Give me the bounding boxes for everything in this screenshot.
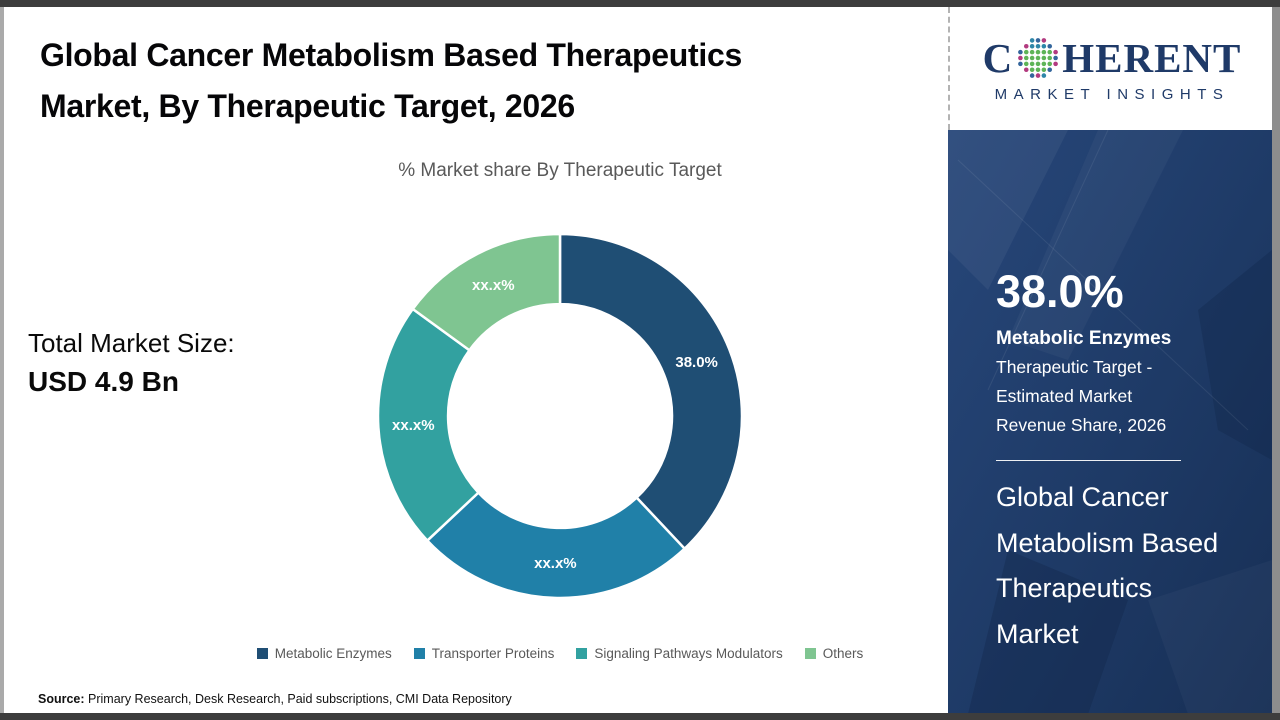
brand-wordmark: C HERENT xyxy=(983,34,1242,82)
world-map-texture xyxy=(948,130,1272,714)
total-market-size-value: USD 4.9 Bn xyxy=(28,366,179,397)
globe-dot xyxy=(1047,55,1053,61)
globe-dot xyxy=(1035,49,1041,55)
legend-item-metabolic-enzymes: Metabolic Enzymes xyxy=(256,646,392,661)
legend-item-others: Others xyxy=(804,646,864,661)
legend-swatch-icon xyxy=(413,648,425,659)
sidebar-stat-value: 38.0% xyxy=(996,266,1124,317)
globe-dot xyxy=(1041,38,1047,43)
globe-dot xyxy=(1041,43,1047,49)
brand-suffix: HERENT xyxy=(1062,35,1242,81)
donut-chart: 38.0% xx.x% xx.x% xx.x% xyxy=(376,232,744,600)
globe-dot xyxy=(1035,55,1041,61)
globe-dot xyxy=(1030,61,1035,67)
globe-dot xyxy=(1030,38,1035,43)
globe-dot xyxy=(1030,73,1035,78)
sidebar-divider xyxy=(996,460,1181,461)
donut-slice-label: xx.x% xyxy=(472,277,515,294)
donut-slice-label: xx.x% xyxy=(392,417,435,434)
donut-slice-others xyxy=(411,232,562,352)
page-title-line1: Global Cancer Metabolism Based Therapeut… xyxy=(40,37,742,73)
sidebar-stat-description: Therapeutic Target - Estimated Market Re… xyxy=(996,357,1167,435)
globe-dot xyxy=(1024,49,1029,55)
sidebar-stat-name: Metabolic Enzymes xyxy=(996,328,1172,349)
total-market-size-label: Total Market Size: xyxy=(28,328,235,358)
brand-tagline: MARKET INSIGHTS xyxy=(994,86,1230,103)
globe-dot xyxy=(1030,49,1035,55)
legend-label: Metabolic Enzymes xyxy=(274,646,392,661)
sidebar-content: 38.0% Metabolic Enzymes Therapeutic Targ… xyxy=(948,130,1272,657)
globe-dot xyxy=(1024,61,1029,67)
legend-swatch-icon xyxy=(256,648,268,659)
globe-dot xyxy=(1053,55,1059,61)
globe-dot xyxy=(1041,67,1047,73)
legend-label: Transporter Proteins xyxy=(431,646,555,661)
globe-dot xyxy=(1018,61,1023,67)
brand-prefix: C xyxy=(982,35,1014,81)
globe-dot xyxy=(1030,55,1035,61)
page-title: Global Cancer Metabolism Based Therapeut… xyxy=(40,30,920,132)
globe-dot xyxy=(1041,55,1047,61)
globe-dot xyxy=(1053,49,1059,55)
highlight-sidebar: 38.0% Metabolic Enzymes Therapeutic Targ… xyxy=(948,130,1272,714)
legend-item-transporter-proteins: Transporter Proteins xyxy=(413,646,555,661)
coherent-globe-icon xyxy=(1018,38,1059,78)
globe-dot xyxy=(1041,61,1047,67)
chart-legend: Metabolic Enzymes Transporter Proteins Sig… xyxy=(170,646,950,661)
globe-dot xyxy=(1024,43,1029,49)
donut-slice-metabolic-enzymes xyxy=(558,232,744,551)
globe-dot xyxy=(1041,73,1047,78)
sidebar-market-title: Global Cancer Metabolism Based Therapeut… xyxy=(996,482,1219,649)
donut-slice-transporter-proteins xyxy=(425,490,687,600)
globe-dot xyxy=(1047,67,1053,73)
frame-left-strip xyxy=(0,0,4,720)
legend-item-signaling-pathways-modulators: Signaling Pathways Modulators xyxy=(576,646,783,661)
source-label: Source: xyxy=(38,692,85,706)
globe-dot xyxy=(1035,61,1041,67)
total-market-size: Total Market Size: USD 4.9 Bn xyxy=(28,324,235,402)
legend-label: Others xyxy=(822,646,864,661)
globe-dot xyxy=(1018,55,1023,61)
globe-dot xyxy=(1047,49,1053,55)
legend-label: Signaling Pathways Modulators xyxy=(594,646,783,661)
legend-swatch-icon xyxy=(576,648,588,659)
globe-dot xyxy=(1053,61,1059,67)
globe-dot xyxy=(1047,43,1053,49)
globe-dot xyxy=(1035,67,1041,73)
globe-dot xyxy=(1035,73,1041,78)
page-title-line2: Market, By Therapeutic Target, 2026 xyxy=(40,88,575,124)
globe-dot xyxy=(1024,67,1029,73)
source-line: Source: Primary Research, Desk Research,… xyxy=(38,692,512,706)
frame-right-strip xyxy=(1272,0,1280,720)
globe-dot xyxy=(1030,43,1035,49)
frame-bottom-bar xyxy=(0,713,1280,720)
frame-top-bar xyxy=(0,0,1280,7)
globe-dot xyxy=(1024,55,1029,61)
chart-subtitle: % Market share By Therapeutic Target xyxy=(398,160,722,181)
globe-dot xyxy=(1018,49,1023,55)
globe-dot xyxy=(1035,38,1041,43)
globe-dot xyxy=(1041,49,1047,55)
globe-dot xyxy=(1035,43,1041,49)
donut-slice-label: xx.x% xyxy=(534,555,577,572)
globe-dot xyxy=(1047,61,1053,67)
globe-dot xyxy=(1030,67,1035,73)
donut-slice-signaling-pathways-modulators xyxy=(376,307,481,543)
legend-swatch-icon xyxy=(804,648,816,659)
source-text: Primary Research, Desk Research, Paid su… xyxy=(88,692,512,706)
brand-logo: C HERENT MARKET INSIGHTS xyxy=(948,7,1274,130)
donut-slice-label: 38.0% xyxy=(675,354,718,371)
